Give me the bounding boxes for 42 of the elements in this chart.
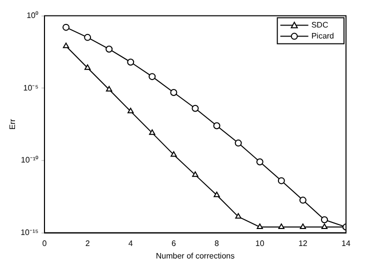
y-tick-label: 10⁻¹⁰ bbox=[20, 156, 38, 165]
point bbox=[320, 216, 328, 224]
point bbox=[213, 122, 220, 130]
y-tick-label: 10⁻¹⁵ bbox=[20, 228, 38, 238]
point bbox=[149, 129, 156, 135]
point bbox=[62, 24, 70, 31]
point bbox=[170, 88, 178, 96]
point bbox=[192, 104, 199, 112]
y-axis-title: Err bbox=[8, 118, 18, 130]
point bbox=[148, 73, 156, 80]
point bbox=[299, 196, 306, 204]
point bbox=[170, 151, 177, 157]
y-tick-label: 10⁻⁵ bbox=[23, 83, 38, 92]
point bbox=[106, 86, 112, 92]
x-tick-label: 2 bbox=[85, 238, 90, 248]
point bbox=[128, 108, 134, 114]
point bbox=[256, 158, 264, 166]
point bbox=[300, 224, 306, 230]
point bbox=[106, 46, 113, 53]
x-axis-title: Number of corrections bbox=[156, 251, 235, 260]
point bbox=[321, 224, 328, 230]
point bbox=[84, 64, 91, 70]
legend-label: SDC bbox=[311, 20, 328, 30]
point bbox=[278, 177, 285, 184]
x-tick-label: 8 bbox=[214, 238, 220, 248]
point bbox=[127, 58, 134, 66]
x-tick-label: 12 bbox=[298, 238, 308, 248]
legend-label: Picard bbox=[311, 32, 334, 41]
y-tick-label: 10⁰ bbox=[26, 11, 38, 20]
point bbox=[192, 171, 198, 177]
point bbox=[256, 224, 263, 230]
x-tick-label: 4 bbox=[128, 238, 134, 248]
point bbox=[235, 213, 242, 219]
point bbox=[278, 224, 284, 230]
x-tick-label: 0 bbox=[42, 238, 48, 248]
point bbox=[62, 42, 70, 48]
x-tick-label: 6 bbox=[171, 238, 176, 248]
x-tick-label: 10 bbox=[255, 238, 265, 248]
point bbox=[214, 192, 220, 198]
x-tick-label: 14 bbox=[342, 238, 351, 248]
point bbox=[84, 34, 92, 41]
point bbox=[234, 140, 242, 147]
